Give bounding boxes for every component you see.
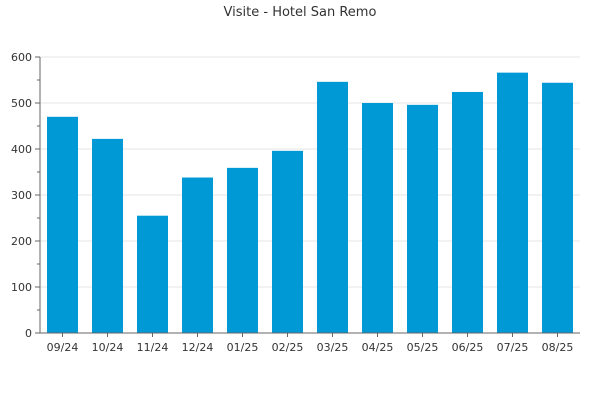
x-tick-label: 07/25	[497, 341, 529, 354]
bar-11-24	[137, 215, 168, 333]
y-tick-label: 500	[11, 97, 32, 110]
x-tick-label: 01/25	[227, 341, 259, 354]
y-tick-label: 300	[11, 189, 32, 202]
y-tick-label: 600	[11, 51, 32, 64]
bar-10-24	[92, 138, 123, 333]
x-tick-label: 10/24	[92, 341, 124, 354]
bars	[47, 72, 573, 334]
bar-05-25	[407, 104, 438, 333]
bar-09-24	[47, 116, 78, 333]
bar-06-25	[452, 91, 483, 334]
gridlines	[40, 56, 580, 288]
bar-12-24	[182, 177, 213, 333]
x-tick-label: 12/24	[182, 341, 214, 354]
x-tick-label: 09/24	[47, 341, 79, 354]
bar-08-25	[542, 82, 573, 333]
y-tick-label: 200	[11, 235, 32, 248]
bar-01-25	[227, 167, 258, 333]
bar-07-25	[497, 72, 528, 333]
bar-02-25	[272, 150, 303, 333]
y-tick-label: 100	[11, 281, 32, 294]
bar-04-25	[362, 103, 393, 333]
y-axis-ticks: 0 100 200 300 400 500 600	[11, 51, 40, 340]
x-tick-label: 05/25	[407, 341, 439, 354]
y-tick-label: 400	[11, 143, 32, 156]
x-tick-label: 04/25	[362, 341, 394, 354]
x-axis-ticks: 09/24 10/24 11/24 12/24 01/25 02/25 03/25 04/25…	[47, 333, 574, 354]
y-tick-label: 0	[25, 327, 32, 340]
x-tick-label: 02/25	[272, 341, 304, 354]
chart-title: Visite - Hotel San Remo	[224, 5, 377, 20]
x-tick-label: 06/25	[452, 341, 484, 354]
x-tick-label: 11/24	[137, 341, 169, 354]
x-tick-label: 08/25	[542, 341, 574, 354]
x-tick-label: 03/25	[317, 341, 349, 354]
bar-03-25	[317, 81, 348, 333]
